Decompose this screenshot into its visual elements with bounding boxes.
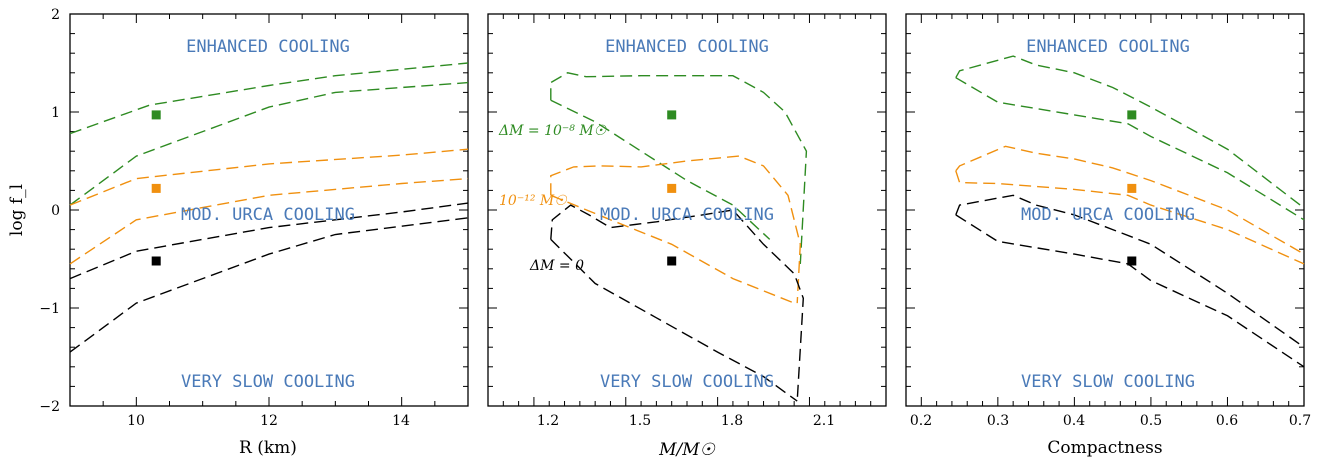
panel-mass: ENHANCED COOLING MOD. URCA COOLING VERY … [487,13,887,460]
annotation-delta-m-0: ΔM = 0 [529,258,584,274]
x-tick-label: 1.5 [629,413,651,429]
x-axis-title: R (km) [239,438,297,458]
black-point-marker [667,256,677,266]
x-tick-label: 1.8 [721,413,743,429]
ticks [905,13,1305,407]
points [667,110,677,266]
curves [69,62,469,353]
black-boundary-curve [69,202,469,280]
x-tick-label: 2.1 [813,413,835,429]
region-label-slow: VERY SLOW COOLING [181,372,355,392]
black-boundary-curve [550,204,805,402]
black-boundary-curve [69,217,469,353]
panel-compactness: ENHANCED COOLING MOD. URCA COOLING VERY … [905,13,1311,458]
y-tick-label: −2 [39,399,60,415]
x-axis-title: Compactness [1047,438,1162,458]
region-label-enhanced: ENHANCED COOLING [605,37,769,57]
orange-boundary-curve [69,177,469,265]
black-boundary-curve [955,194,1305,348]
curves [550,72,808,402]
green-boundary-curve [550,99,771,240]
points [151,110,161,266]
region-label-slow: VERY SLOW COOLING [1021,372,1195,392]
x-tick-label: 12 [260,413,278,429]
y-tick-label: 2 [51,7,60,23]
orange-boundary-curve [69,148,469,206]
y-tick-label: 1 [51,105,60,121]
region-label-slow: VERY SLOW COOLING [600,372,774,392]
x-tick-label: 1.2 [537,413,559,429]
green-boundary-curve [955,77,1305,221]
green-boundary-curve [69,81,469,206]
x-tick-label: 0.6 [1216,413,1238,429]
x-tick-label: 0.5 [1140,413,1162,429]
x-tick-label: 10 [127,413,145,429]
points [1127,110,1137,266]
green-point-marker [1127,110,1137,120]
ticks [487,13,887,407]
x-tick-label: 14 [392,413,410,429]
x-tick-label: 0.3 [987,413,1009,429]
black-point-marker [151,256,161,266]
region-label-urca: MOD. URCA COOLING [181,205,355,225]
orange-boundary-curve [955,145,1305,255]
x-tick-label: 0.7 [1289,413,1311,429]
region-label-enhanced: ENHANCED COOLING [186,37,350,57]
black-boundary-curve [955,214,1305,368]
region-label-enhanced: ENHANCED COOLING [1026,37,1190,57]
annotation-delta-m-8: ΔM = 10⁻⁸ M☉ [498,123,608,139]
green-boundary-curve [955,55,1305,209]
orange-boundary-curve [550,155,802,304]
orange-point-marker [1127,183,1137,193]
green-point-marker [667,110,677,120]
green-boundary-curve [550,72,808,264]
black-boundary-curve [550,238,798,402]
orange-boundary-curve [550,194,795,304]
black-point-marker [1127,256,1137,266]
y-tick-label: −1 [39,301,60,317]
orange-boundary-curve [955,170,1305,265]
x-tick-label: 0.4 [1063,413,1085,429]
y-tick-label: 0 [51,203,60,219]
y-axis-title: log f_l [7,184,27,236]
region-label-urca: MOD. URCA COOLING [1021,205,1195,225]
x-axis-title: M/M☉ [658,440,716,460]
annotation-delta-m-12: 10⁻¹² M☉ [499,193,568,209]
panel-radius: ENHANCED COOLING MOD. URCA COOLING VERY … [39,7,469,458]
green-point-marker [151,110,161,120]
green-boundary-curve [69,62,469,135]
orange-point-marker [667,183,677,193]
x-tick-label: 0.2 [910,413,932,429]
orange-point-marker [151,183,161,193]
ticks [69,13,469,407]
region-label-urca: MOD. URCA COOLING [600,205,774,225]
